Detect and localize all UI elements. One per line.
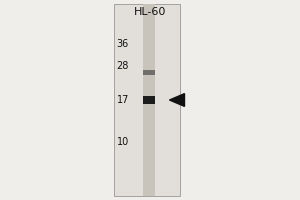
Text: 17: 17 <box>117 95 129 105</box>
Bar <box>142 96 154 104</box>
Text: 10: 10 <box>117 137 129 147</box>
Text: 36: 36 <box>117 39 129 49</box>
Polygon shape <box>169 94 184 106</box>
Bar <box>142 4 154 196</box>
Text: HL-60: HL-60 <box>134 7 166 17</box>
Bar <box>142 70 154 75</box>
Bar <box>114 4 180 196</box>
Text: 28: 28 <box>117 61 129 71</box>
